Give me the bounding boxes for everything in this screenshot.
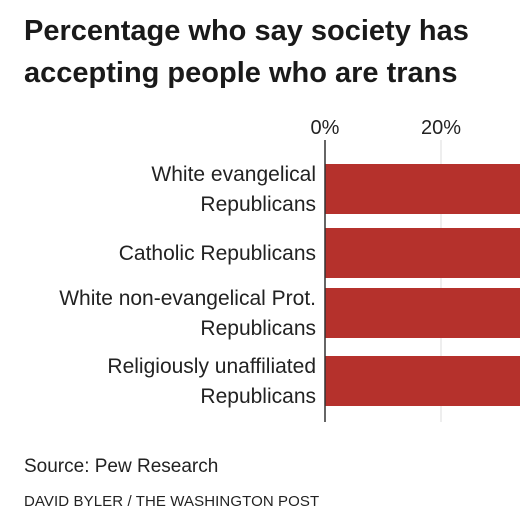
chart-title: Percentage who say society has accepting… xyxy=(24,10,520,94)
bar-2 xyxy=(325,288,520,338)
credit-line: DAVID BYLER / THE WASHINGTON POST xyxy=(24,493,320,510)
category-label-0-line-0: White evangelical xyxy=(151,163,316,186)
chart-title-line-2: accepting people who are trans xyxy=(24,57,458,89)
bar-1 xyxy=(325,228,520,278)
x-tick-label-1: 20% xyxy=(421,117,461,139)
category-label-3-line-0: Religiously unaffiliated xyxy=(107,355,316,378)
category-label-1-line-0: Catholic Republicans xyxy=(119,242,316,265)
source-note: Source: Pew Research xyxy=(24,456,219,477)
x-tick-label-0: 0% xyxy=(311,117,340,139)
category-label-2-line-0: White non-evangelical Prot. xyxy=(59,287,316,310)
bar-3 xyxy=(325,356,520,406)
category-label-2-line-1: Republicans xyxy=(200,317,316,340)
bar-0 xyxy=(325,164,520,214)
bar-chart: 0% 20% White evangelical Republicans Catholi… xyxy=(59,117,520,422)
category-label-3-line-1: Republicans xyxy=(200,385,316,408)
category-label-0-line-1: Republicans xyxy=(200,193,316,216)
chart-title-line-1: Percentage who say society has xyxy=(24,15,469,47)
